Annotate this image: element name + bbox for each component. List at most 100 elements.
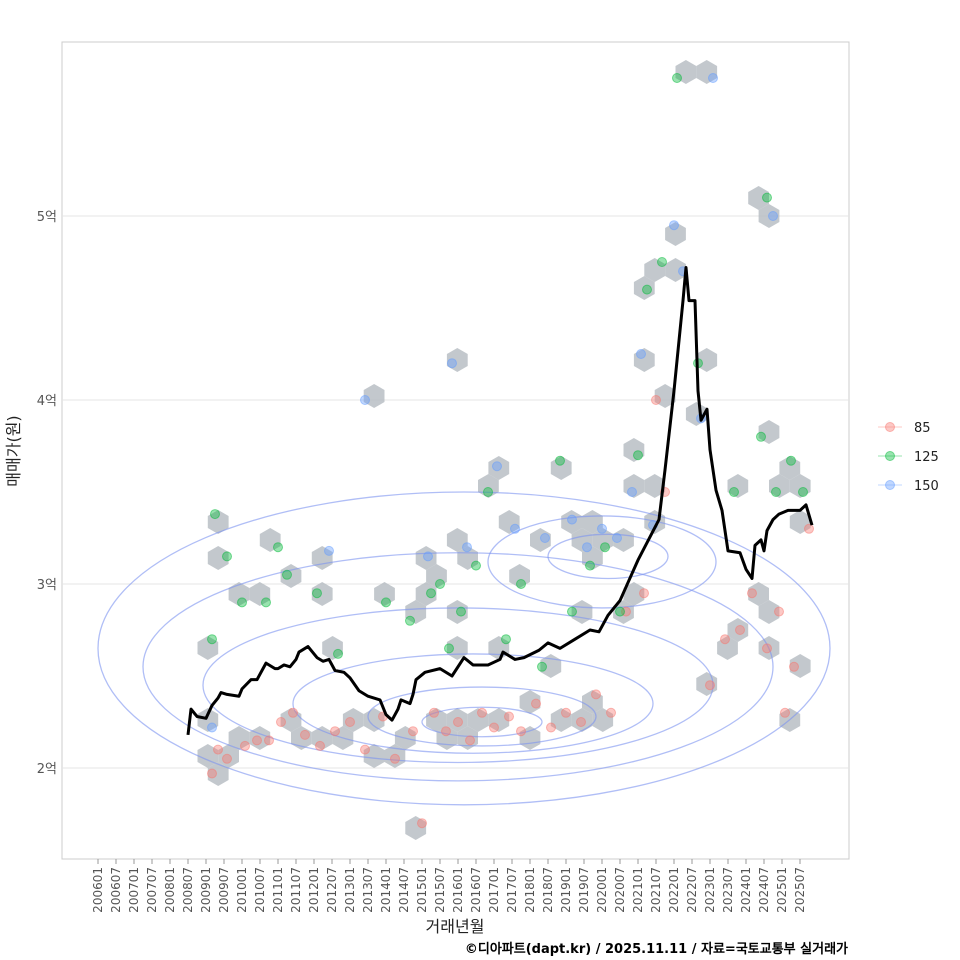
hexbin <box>633 276 655 300</box>
hexbin <box>426 564 447 588</box>
hexbin <box>789 654 811 678</box>
point-85 <box>429 707 439 718</box>
hexbin <box>561 510 582 534</box>
point-150 <box>582 542 592 553</box>
point-150 <box>492 461 502 472</box>
point-85 <box>288 707 298 718</box>
point-150 <box>669 220 679 231</box>
point-150 <box>462 542 472 553</box>
point-150 <box>447 358 457 369</box>
hexbin <box>446 600 468 624</box>
hexbin <box>311 582 333 606</box>
point-125 <box>273 542 283 553</box>
point-125 <box>456 606 466 617</box>
point-85 <box>789 661 799 672</box>
y-tick-label: 3억 <box>37 578 57 593</box>
point-125 <box>537 661 547 672</box>
legend-key-point <box>885 480 895 490</box>
point-85 <box>516 726 526 737</box>
y-tick-label: 2억 <box>37 762 57 777</box>
point-125 <box>567 606 577 617</box>
point-125 <box>444 643 454 654</box>
x-tick-label: 200607 <box>109 867 123 913</box>
hexbin <box>665 258 686 282</box>
trend-line <box>186 266 814 736</box>
point-85 <box>735 625 745 635</box>
hexbin <box>207 546 229 570</box>
x-tick-label: 201701 <box>487 867 501 913</box>
density-contour <box>547 533 669 580</box>
point-85 <box>417 818 427 829</box>
hexbin <box>197 708 219 732</box>
point-150 <box>612 533 622 543</box>
point-85 <box>651 395 661 405</box>
x-tick-label: 201107 <box>289 867 303 913</box>
point-85 <box>576 717 586 727</box>
x-tick-label: 201401 <box>379 867 393 913</box>
hexbin <box>644 474 666 498</box>
point-125 <box>312 588 322 599</box>
density-contour <box>421 706 543 738</box>
point-125 <box>786 455 796 466</box>
point-125 <box>516 579 526 589</box>
point-85 <box>705 680 715 691</box>
x-tick-label: 201307 <box>361 867 375 913</box>
hexbin <box>571 708 593 732</box>
x-tick-label: 200907 <box>217 867 231 913</box>
point-85 <box>546 722 556 733</box>
point-150 <box>627 487 637 497</box>
x-tick-label: 201407 <box>397 867 411 913</box>
point-85 <box>804 523 814 534</box>
point-85 <box>780 707 790 718</box>
point-125 <box>672 73 682 83</box>
hexbin <box>415 546 437 570</box>
hexbin <box>727 474 749 498</box>
hexbin <box>405 816 427 840</box>
x-tick-label: 202407 <box>757 867 771 913</box>
point-150 <box>597 523 607 534</box>
point-125 <box>657 257 667 267</box>
legend-label: 125 <box>914 450 939 465</box>
x-tick-label: 201601 <box>451 867 465 913</box>
hexbin <box>488 456 510 480</box>
hexbin <box>498 510 520 534</box>
point-125 <box>483 487 493 497</box>
x-tick-label: 202101 <box>631 867 645 913</box>
hexbin <box>789 474 811 498</box>
hexbin <box>717 636 738 660</box>
x-tick-label: 200701 <box>127 867 141 913</box>
point-125 <box>222 551 232 562</box>
x-tick-label: 200801 <box>163 867 177 913</box>
point-150 <box>510 523 520 534</box>
point-125 <box>471 560 481 571</box>
hexbin <box>197 636 219 660</box>
point-125 <box>729 487 739 497</box>
hexbin <box>623 582 645 606</box>
x-tick-label: 200901 <box>199 867 213 913</box>
point-85 <box>561 707 571 718</box>
point-125 <box>798 487 808 497</box>
y-tick-label: 4억 <box>37 394 57 409</box>
hexbin <box>446 348 468 372</box>
point-125 <box>405 615 415 626</box>
point-85 <box>390 753 400 764</box>
point-150 <box>540 533 550 543</box>
density-contour <box>367 686 597 747</box>
point-125 <box>381 597 391 608</box>
hexbin <box>748 186 769 210</box>
point-85 <box>639 588 649 599</box>
hexbin <box>623 474 645 498</box>
hexbin <box>748 582 769 606</box>
point-85 <box>264 735 274 746</box>
point-150 <box>636 349 646 359</box>
x-tick-label: 201007 <box>253 867 267 913</box>
caption: ©디아파트(dapt.kr) / 2025.11.11 / 자료=국토교통부 실… <box>465 941 848 957</box>
x-tick-label: 202301 <box>703 867 717 913</box>
point-125 <box>501 634 511 645</box>
density-contour <box>97 491 831 806</box>
x-tick-label: 201607 <box>469 867 483 913</box>
point-85 <box>300 729 310 740</box>
point-85 <box>477 707 487 718</box>
point-125 <box>426 588 436 599</box>
point-85 <box>531 698 541 709</box>
